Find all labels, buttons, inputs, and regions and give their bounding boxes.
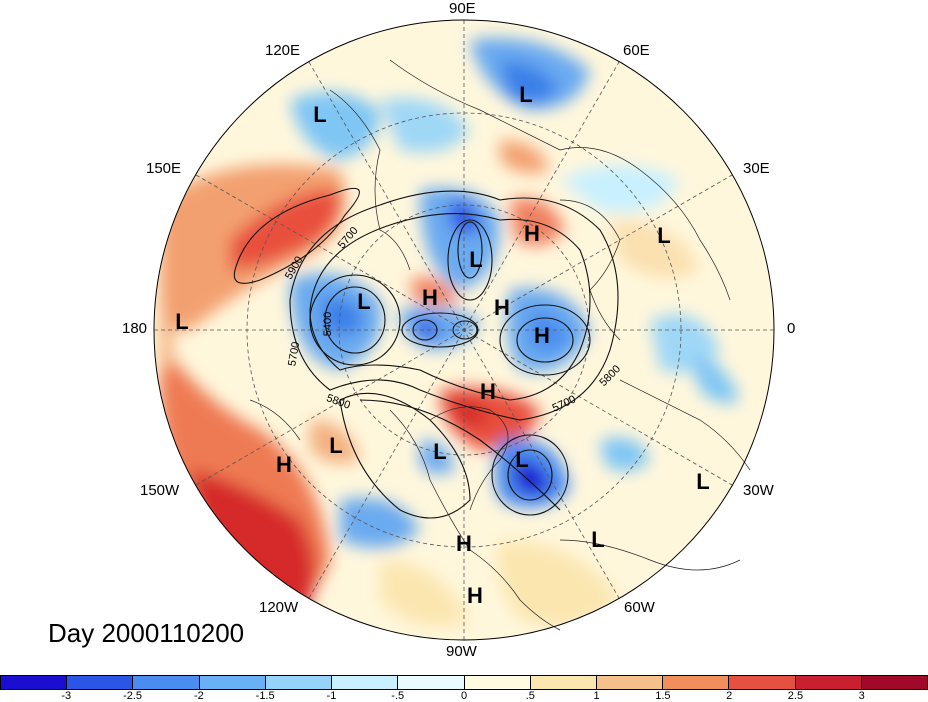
low-center-marker: L xyxy=(433,439,447,464)
date-title: Day 2000110200 xyxy=(48,618,245,648)
low-center-marker: H xyxy=(534,323,550,348)
high-center-marker: H xyxy=(276,452,292,477)
lon-label-150e: 150E xyxy=(146,160,182,177)
lon-label-30e: 30E xyxy=(743,160,770,177)
colorbar-tick-label: -1 xyxy=(326,690,337,702)
high-center-marker: H xyxy=(456,531,472,556)
colorbar-tick-label: 3 xyxy=(858,690,865,702)
lon-label-30w: 30W xyxy=(743,482,774,499)
lon-label-120e: 120E xyxy=(265,42,301,59)
colorbar-swatch xyxy=(795,676,862,689)
low-center-marker: L xyxy=(519,82,533,107)
lon-label-120w: 120W xyxy=(259,599,299,616)
colorbar-tick-label: .5 xyxy=(525,690,535,702)
lon-label-90w: 90W xyxy=(446,643,477,660)
low-center-marker: L xyxy=(696,469,710,494)
high-center-marker: L xyxy=(329,433,343,458)
low-center-marker: L xyxy=(515,447,529,472)
lon-label-60e: 60E xyxy=(623,42,650,59)
coastlines xyxy=(249,59,751,631)
colorbar-tick-label: -3 xyxy=(61,690,72,702)
colorbar-swatch xyxy=(1,676,68,689)
lon-label-60w: 60W xyxy=(624,599,655,616)
low-center-marker: H xyxy=(467,583,483,608)
colorbar-tick-label: -2.5 xyxy=(123,690,143,702)
colorbar-tick-label: -2 xyxy=(193,690,204,702)
colorbar-swatch xyxy=(861,676,928,689)
high-center-marker: H xyxy=(524,221,540,246)
colorbar-swatch xyxy=(199,676,266,689)
lon-label-180: 180 xyxy=(122,320,148,337)
low-center-marker: L xyxy=(175,309,189,334)
low-center-marker: H xyxy=(480,379,496,404)
colorbar-swatch xyxy=(464,676,531,689)
lon-label-150w: 150W xyxy=(140,482,180,499)
colorbar-swatch xyxy=(596,676,664,689)
colorbar-swatch xyxy=(67,676,134,689)
height-contours xyxy=(233,187,619,519)
colorbar-tick-label: 0 xyxy=(460,690,468,702)
colorbar-swatch xyxy=(729,676,796,689)
colorbar-swatch xyxy=(663,676,730,689)
colorbar-swatch xyxy=(398,676,465,689)
anomaly-field xyxy=(154,20,774,640)
colorbar-tick-label: 1 xyxy=(593,690,600,702)
colorbar-tick-label: 2.5 xyxy=(787,690,804,702)
contour-label: 5400 xyxy=(322,311,335,337)
colorbar-swatch xyxy=(265,676,333,689)
high-center-marker: H xyxy=(422,285,438,310)
low-center-marker: L xyxy=(357,289,371,314)
low-center-marker: L xyxy=(313,102,327,127)
colorbar-tick-label: -1.5 xyxy=(255,690,275,702)
colorbar-tick-label: -.5 xyxy=(391,690,405,702)
colorbar-swatch xyxy=(133,676,200,689)
colorbar xyxy=(0,675,928,690)
graticule xyxy=(154,20,774,640)
high-center-marker: H xyxy=(494,295,510,320)
map-border xyxy=(153,19,775,641)
colorbar-swatch xyxy=(530,676,597,689)
lon-label-0: 0 xyxy=(787,320,796,337)
colorbar-tick-label: 2 xyxy=(726,690,733,702)
high-center-marker: L xyxy=(591,527,605,552)
low-center-marker: L xyxy=(469,247,483,272)
high-center-marker: L xyxy=(657,223,671,248)
colorbar-tick-label: 1.5 xyxy=(655,690,671,702)
colorbar-swatch xyxy=(332,676,399,689)
lon-label-90e: 90E xyxy=(449,0,476,17)
